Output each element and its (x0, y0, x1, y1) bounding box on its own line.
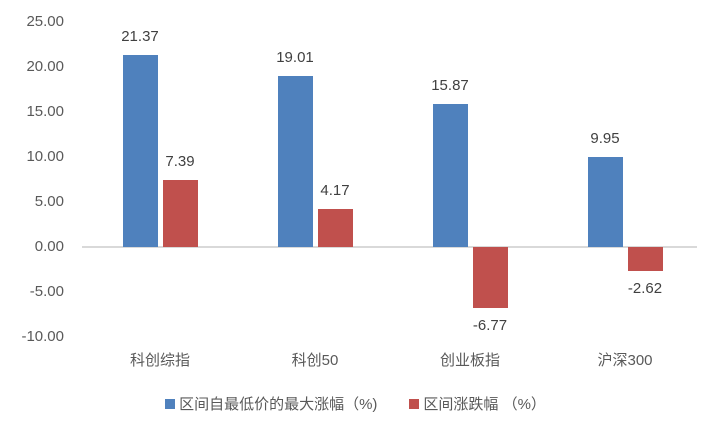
bar-max-gain (122, 54, 158, 247)
data-label: 19.01 (276, 48, 314, 66)
x-tick-label: 科创综指 (129, 352, 190, 369)
y-tick-label: 5.00 (34, 193, 64, 210)
y-tick-label: 0.00 (34, 238, 64, 255)
bar-period-change (317, 209, 353, 247)
y-tick-label: 20.00 (26, 58, 64, 75)
legend-item-max-gain: 区间自最低价的最大涨幅（%) (165, 393, 377, 414)
bar-max-gain (587, 157, 623, 247)
zero-baseline (82, 246, 697, 248)
legend-label: 区间涨跌幅 （%） (423, 396, 546, 413)
data-label: -6.77 (472, 316, 508, 334)
legend: 区间自最低价的最大涨幅（%) 区间涨跌幅 （%） (0, 393, 711, 414)
x-tick-label: 创业板指 (439, 352, 500, 369)
bar-max-gain (277, 75, 313, 247)
bar-period-change (627, 247, 663, 271)
data-label: 9.95 (590, 130, 620, 148)
x-tick-label: 沪深300 (597, 352, 653, 369)
x-tick-label: 科创50 (291, 352, 339, 369)
legend-swatch-blue (165, 398, 176, 409)
legend-item-period-change: 区间涨跌幅 （%） (409, 393, 546, 414)
bar-period-change (162, 180, 198, 247)
y-tick-label: 15.00 (26, 103, 64, 120)
data-label: 4.17 (320, 182, 350, 200)
y-tick-label: -10.00 (21, 328, 64, 345)
y-tick-label: 10.00 (26, 148, 64, 165)
data-label: 7.39 (165, 153, 195, 171)
legend-label: 区间自最低价的最大涨幅（%) (179, 396, 378, 413)
bar-period-change (472, 247, 508, 308)
data-label: 21.37 (121, 27, 159, 45)
y-tick-label: -5.00 (29, 283, 64, 300)
data-label: 15.87 (431, 77, 469, 95)
legend-swatch-red (409, 398, 420, 409)
bar-max-gain (432, 104, 468, 247)
data-label: -2.62 (627, 279, 663, 297)
y-tick-label: 25.00 (26, 13, 64, 30)
